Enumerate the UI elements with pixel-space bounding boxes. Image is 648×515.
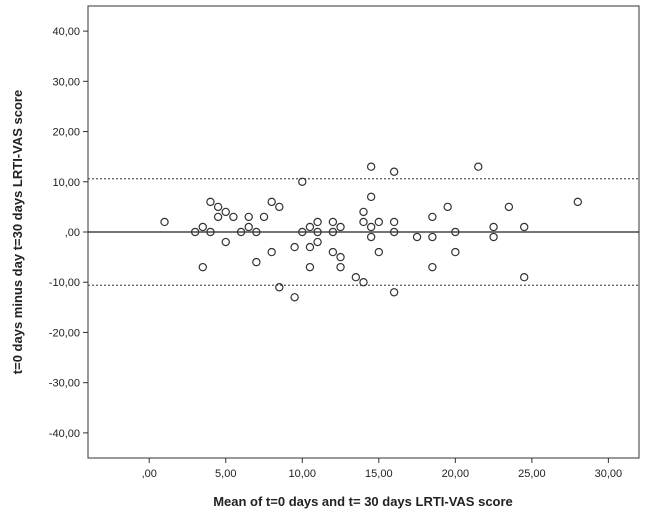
y-tick-label: -40,00 <box>49 428 80 440</box>
data-point <box>313 237 322 247</box>
data-point <box>443 202 452 212</box>
data-point <box>244 212 253 222</box>
data-point <box>275 283 284 292</box>
data-point <box>389 288 399 297</box>
data-points <box>160 162 582 302</box>
y-tick-label: 30,00 <box>52 76 80 88</box>
data-point <box>252 257 261 267</box>
data-point <box>206 197 215 207</box>
y-tick-label: -20,00 <box>49 327 80 339</box>
y-tick-label: 40,00 <box>52 26 80 38</box>
data-point <box>213 202 223 212</box>
data-point <box>474 162 483 171</box>
data-point <box>328 227 338 237</box>
y-tick-label: 10,00 <box>52 177 80 189</box>
data-point <box>366 162 376 171</box>
data-point <box>213 212 223 222</box>
data-point <box>366 222 376 232</box>
data-point <box>206 227 215 237</box>
data-point <box>451 227 460 237</box>
data-point <box>290 293 299 302</box>
data-point <box>336 262 345 272</box>
data-point <box>275 202 284 212</box>
data-point <box>229 212 238 222</box>
data-point <box>252 227 261 237</box>
data-point <box>489 232 498 242</box>
data-point <box>428 232 437 242</box>
x-tick-label: 25,00 <box>518 468 546 480</box>
data-point <box>428 262 437 272</box>
data-point <box>374 247 384 257</box>
data-point <box>198 262 207 272</box>
data-point <box>520 222 529 232</box>
y-tick-label: ,00 <box>65 227 80 239</box>
data-point <box>221 237 230 247</box>
data-point <box>520 273 529 282</box>
x-axis-label: Mean of t=0 days and t= 30 days LRTI-VAS… <box>213 494 513 509</box>
data-point <box>328 217 338 227</box>
x-tick-label: 30,00 <box>595 468 623 480</box>
data-point <box>160 217 169 227</box>
data-point <box>221 207 230 217</box>
data-point <box>359 217 368 227</box>
data-point <box>198 222 207 232</box>
data-point <box>389 217 399 227</box>
data-point <box>244 222 253 232</box>
data-point <box>298 177 307 186</box>
data-point <box>336 222 345 232</box>
data-point <box>374 217 384 227</box>
data-point <box>389 227 399 237</box>
x-tick-label: 15,00 <box>365 468 393 480</box>
y-tick-label: -30,00 <box>49 378 80 390</box>
data-point <box>236 227 246 237</box>
data-point <box>259 212 269 222</box>
data-point <box>298 227 307 237</box>
reference-lines <box>88 178 639 286</box>
data-point <box>290 242 299 252</box>
y-tick-label: 20,00 <box>52 127 80 139</box>
data-point <box>305 242 315 252</box>
data-point <box>428 212 437 222</box>
data-point <box>267 197 276 207</box>
y-axis-label: t=0 days minus day t=30 days LRTI-VAS sc… <box>10 90 25 374</box>
data-point <box>313 217 322 227</box>
x-tick-label: ,00 <box>142 468 157 480</box>
data-point <box>190 227 200 237</box>
data-point <box>389 167 399 176</box>
data-point <box>489 222 498 232</box>
data-point <box>313 227 322 237</box>
data-point <box>267 247 276 257</box>
data-point <box>305 262 315 272</box>
x-tick-label: 20,00 <box>442 468 470 480</box>
x-tick-label: 5,00 <box>215 468 236 480</box>
y-tick-label: -10,00 <box>49 277 80 289</box>
data-point <box>359 207 368 217</box>
data-point <box>328 247 338 257</box>
x-axis: ,00 5,00 10,00 15,00 20,00 25,00 30,00 <box>142 458 623 480</box>
data-point <box>336 252 345 262</box>
data-point <box>504 202 514 212</box>
data-point <box>351 273 361 282</box>
data-point <box>412 232 422 242</box>
data-point <box>366 192 376 202</box>
x-tick-label: 10,00 <box>289 468 317 480</box>
y-axis: 40,00 30,00 20,00 10,00 ,00 -10,00 -20,00 -30,0… <box>49 26 88 440</box>
data-point <box>359 278 368 287</box>
data-point <box>573 197 582 207</box>
data-point <box>305 222 315 232</box>
data-point <box>366 232 376 242</box>
data-point <box>451 247 460 257</box>
